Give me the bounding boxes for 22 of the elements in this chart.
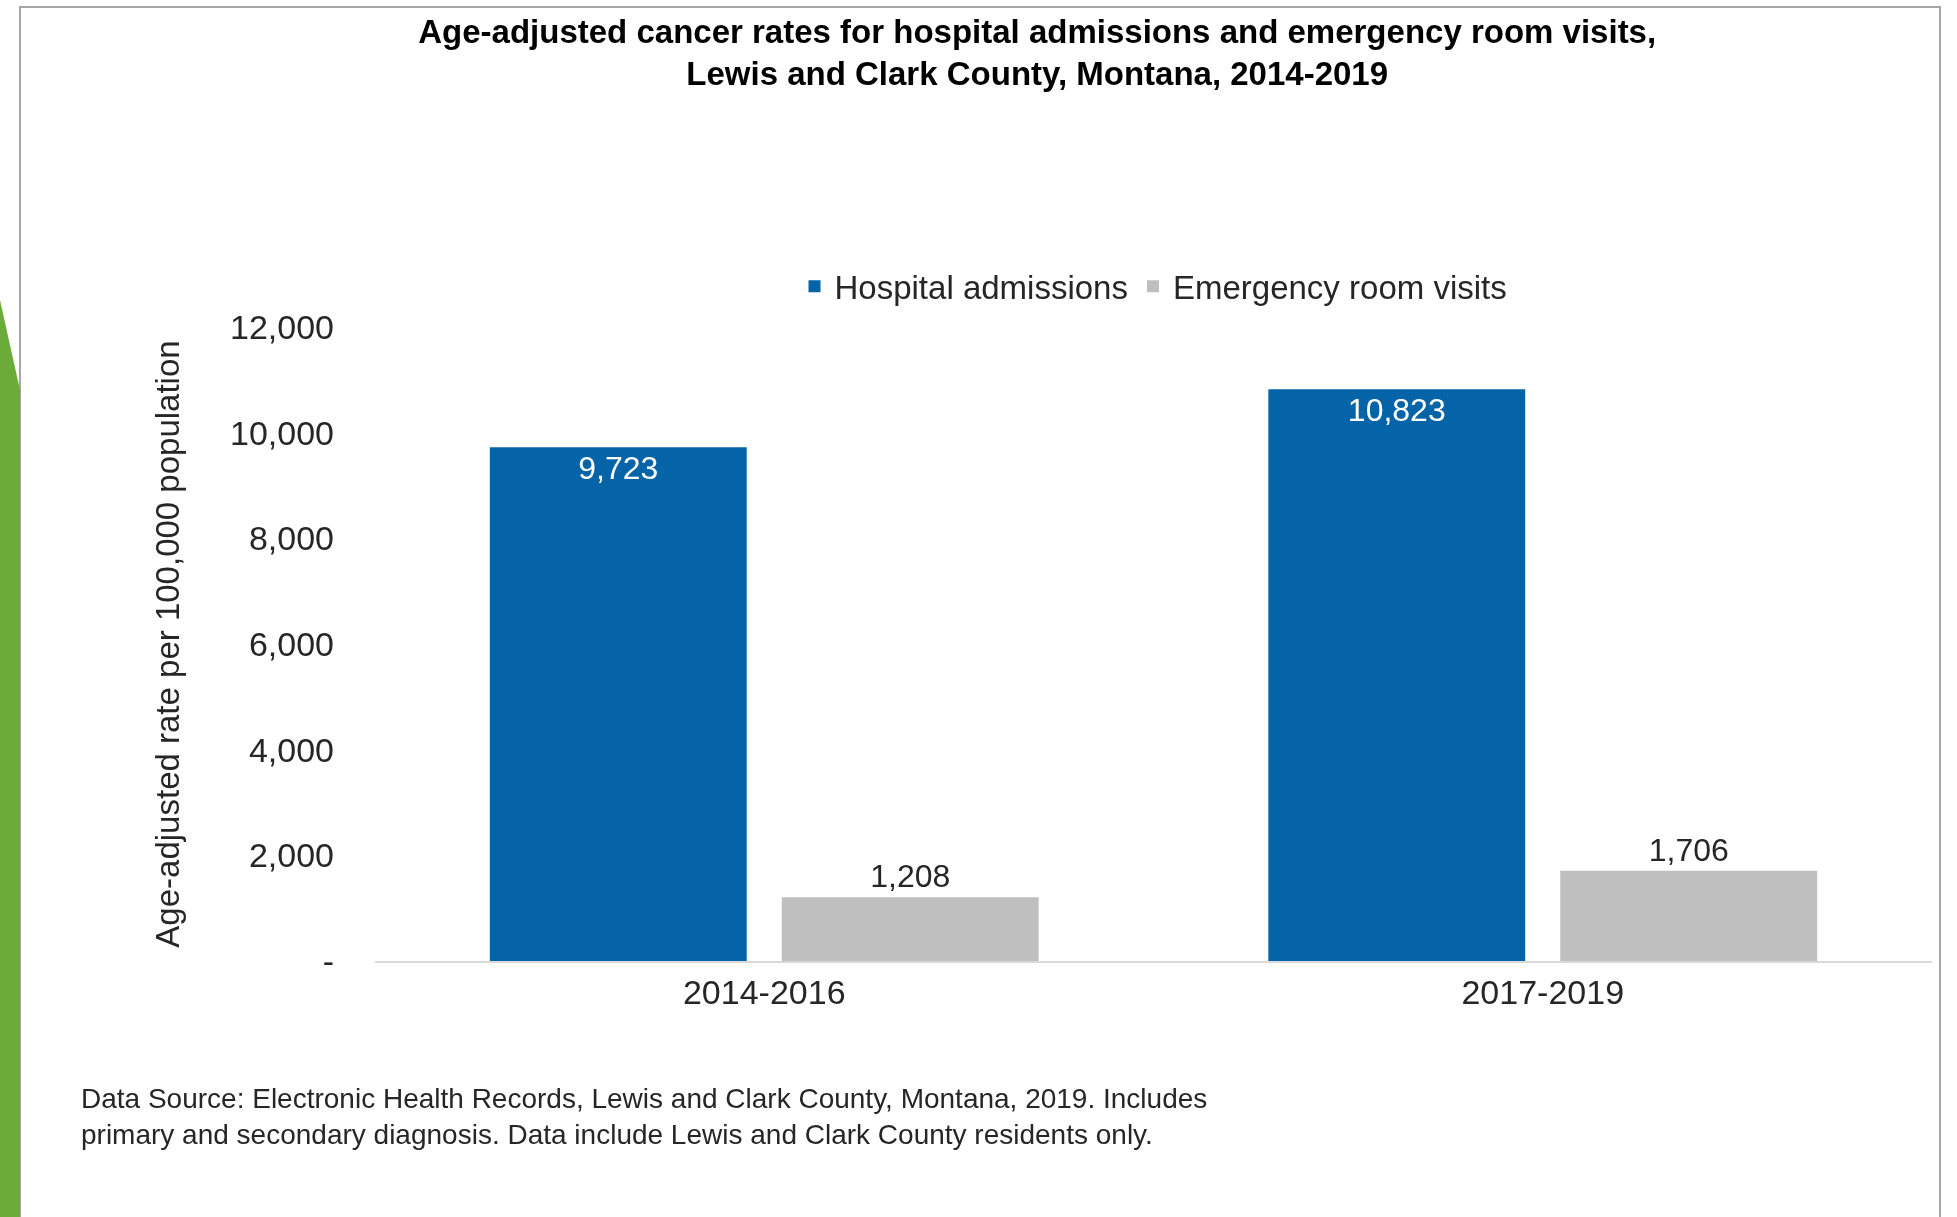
y-tick-label: 10,000 (230, 413, 334, 452)
data-label: 1,706 (1648, 831, 1729, 868)
y-tick-label: 8,000 (248, 519, 334, 558)
bar (1268, 389, 1526, 961)
legend-label: Hospital admissions (834, 269, 1128, 307)
legend-label: Emergency room visits (1172, 269, 1507, 307)
chart-title: Age-adjusted cancer rates for hospital admissions and emergency room visits, Lewis and Clark County, Montana, 2014-2019 (418, 12, 1657, 93)
bar (1560, 870, 1818, 961)
y-tick-label: 2,000 (248, 836, 334, 875)
x-tick-label: 2014-2016 (682, 972, 846, 1011)
x-tick-label: 2017-2019 (1461, 972, 1625, 1011)
bar (489, 447, 747, 961)
bar (781, 897, 1039, 961)
y-tick-label: - (322, 941, 334, 980)
data-label: 9,723 (578, 450, 659, 487)
data-label: 1,208 (870, 858, 951, 895)
data-label: 10,823 (1347, 392, 1446, 429)
y-tick-label: 6,000 (248, 624, 334, 663)
y-tick-label: 12,000 (230, 307, 334, 346)
source-note: Data Source: Electronic Health Records, Lewis and Clark County, Montana, 2019. Includes primary and secondary diagnosis. Data include Lewis and Clark County residents only. (81, 1083, 1208, 1151)
y-axis-title: Age-adjusted rate per 100,000 population (148, 340, 186, 948)
y-tick-label: 4,000 (248, 730, 334, 769)
